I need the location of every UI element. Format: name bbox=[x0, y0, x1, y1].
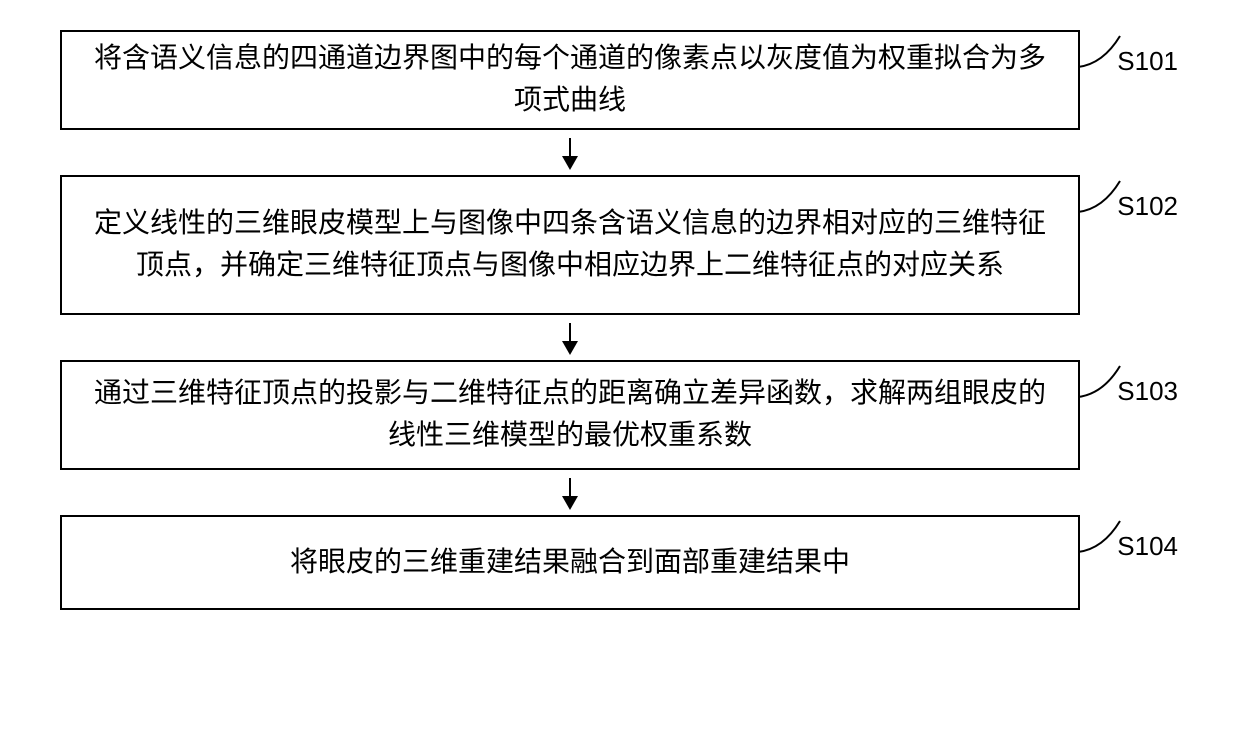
arrow-3 bbox=[60, 470, 1080, 515]
step-4-label: S104 bbox=[1117, 527, 1178, 566]
connector-curve-2 bbox=[1078, 179, 1123, 214]
step-2-label: S102 bbox=[1117, 187, 1178, 226]
connector-curve-4 bbox=[1078, 519, 1123, 554]
flow-step-1: 将含语义信息的四通道边界图中的每个通道的像素点以灰度值为权重拟合为多项式曲线 S… bbox=[60, 30, 1080, 130]
flow-step-2: 定义线性的三维眼皮模型上与图像中四条含语义信息的边界相对应的三维特征顶点，并确定… bbox=[60, 175, 1080, 315]
arrow-icon bbox=[569, 138, 571, 168]
step-2-text: 定义线性的三维眼皮模型上与图像中四条含语义信息的边界相对应的三维特征顶点，并确定… bbox=[92, 203, 1048, 287]
flow-step-3: 通过三维特征顶点的投影与二维特征点的距离确立差异函数，求解两组眼皮的线性三维模型… bbox=[60, 360, 1080, 470]
arrow-icon bbox=[569, 323, 571, 353]
arrow-2 bbox=[60, 315, 1080, 360]
flow-step-4: 将眼皮的三维重建结果融合到面部重建结果中 S104 bbox=[60, 515, 1080, 610]
connector-curve-3 bbox=[1078, 364, 1123, 399]
connector-curve-1 bbox=[1078, 34, 1123, 69]
arrow-1 bbox=[60, 130, 1080, 175]
step-1-label: S101 bbox=[1117, 42, 1178, 81]
arrow-icon bbox=[569, 478, 571, 508]
step-3-text: 通过三维特征顶点的投影与二维特征点的距离确立差异函数，求解两组眼皮的线性三维模型… bbox=[92, 373, 1048, 457]
step-3-label: S103 bbox=[1117, 372, 1178, 411]
flowchart-container: 将含语义信息的四通道边界图中的每个通道的像素点以灰度值为权重拟合为多项式曲线 S… bbox=[60, 30, 1180, 610]
step-4-text: 将眼皮的三维重建结果融合到面部重建结果中 bbox=[290, 542, 850, 584]
step-1-text: 将含语义信息的四通道边界图中的每个通道的像素点以灰度值为权重拟合为多项式曲线 bbox=[92, 38, 1048, 122]
